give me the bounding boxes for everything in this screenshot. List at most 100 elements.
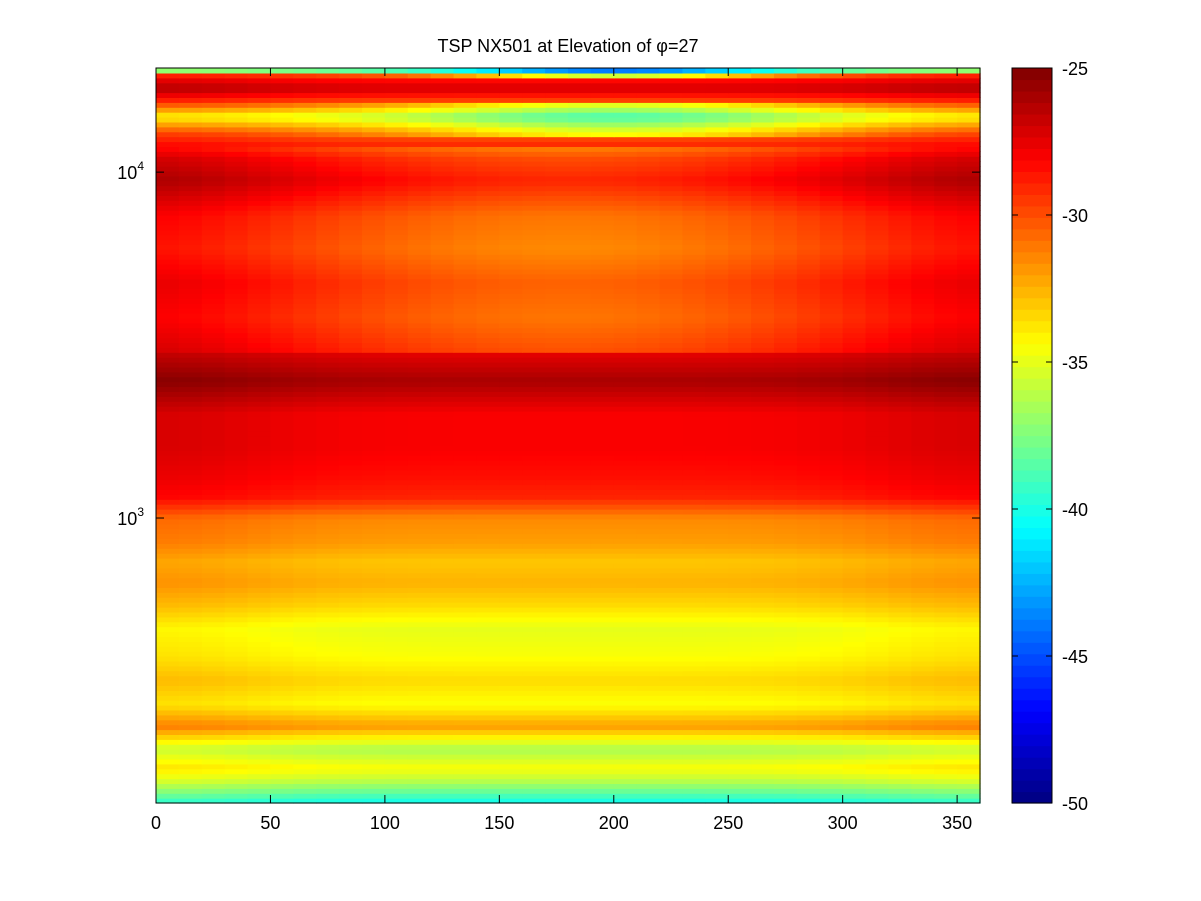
heatmap-cell [178,259,203,265]
heatmap-cell [522,273,546,280]
heatmap-cell [613,411,638,417]
heatmap-cell [568,342,592,348]
heatmap-cell [453,455,478,461]
heatmap-cell [384,283,409,290]
heatmap-cell [888,675,912,682]
heatmap-cell [934,533,958,539]
heatmap-cell [796,798,821,804]
heatmap-cell [957,499,981,505]
heatmap-cell [819,401,844,407]
heatmap-cell [545,690,569,696]
heatmap-cell [636,161,661,167]
heatmap-cell [865,322,890,329]
heatmap-cell [659,283,684,290]
heatmap-cell [522,602,546,608]
heatmap-cell [568,205,592,211]
heatmap-cell [407,200,432,206]
heatmap-cell [636,239,661,245]
heatmap-cell [613,175,638,182]
heatmap-cell [247,317,272,324]
heatmap-cell [178,744,203,750]
heatmap-cell [911,170,935,177]
heatmap-cell [362,709,386,716]
heatmap-cell [362,317,386,324]
heatmap-cell [888,729,912,735]
heatmap-cell [201,758,226,765]
heatmap-cell [911,371,935,378]
heatmap-cell [201,548,226,554]
heatmap-cell [636,582,661,588]
heatmap-cell [636,518,661,525]
heatmap-cell [476,592,500,598]
heatmap-cell [819,729,844,735]
heatmap-cell [888,352,912,358]
heatmap-cell [522,528,546,535]
heatmap-cell [659,381,684,388]
heatmap-cell [796,734,821,740]
heatmap-cell [545,170,569,177]
heatmap-cell [659,700,684,706]
heatmap-cell [774,533,798,539]
heatmap-cell [865,210,890,216]
heatmap-cell [339,298,363,304]
heatmap-cell [613,744,638,750]
heatmap-cell [453,268,478,275]
heatmap-cell [865,479,890,486]
heatmap-cell [247,445,272,451]
heatmap-cell [339,695,363,701]
heatmap-cell [934,744,958,750]
heatmap-cell [796,783,821,789]
heatmap-cell [636,744,661,750]
heatmap-cell [339,631,363,637]
heatmap-cell [751,205,775,211]
heatmap-cell [842,700,867,706]
heatmap-cell [590,489,615,495]
heatmap-cell [888,239,912,245]
heatmap-cell [728,582,752,588]
heatmap-cell [156,166,180,172]
heatmap-cell [796,670,821,677]
heatmap-cell [545,161,569,167]
heatmap-cell [201,670,226,677]
heatmap-cell [705,185,729,192]
heatmap-cell [796,749,821,755]
heatmap-cell [865,430,890,437]
heatmap-cell [705,332,729,339]
heatmap-cell [201,342,226,348]
heatmap-cell [247,406,272,412]
heatmap-cell [293,347,317,353]
heatmap-cell [911,303,935,309]
heatmap-cell [270,763,294,770]
heatmap-cell [499,391,523,397]
heatmap-cell [384,185,409,192]
heatmap-cell [842,562,867,569]
heatmap-cell [247,768,272,775]
heatmap-cell [568,719,592,726]
heatmap-cell [430,200,455,206]
heatmap-cell [476,469,500,476]
heatmap-cell [362,714,386,721]
heatmap-cell [934,788,958,794]
heatmap-cell [705,342,729,348]
heatmap-cell [636,391,661,397]
heatmap-cell [178,518,203,525]
heatmap-cell [613,450,638,456]
heatmap-cell [156,773,180,780]
heatmap-cell [270,719,294,726]
heatmap-cell [728,714,752,721]
heatmap-cell [865,264,890,270]
heatmap-cell [728,523,752,530]
heatmap-cell [362,788,386,794]
heatmap-cell [682,616,706,623]
heatmap-cell [659,200,684,206]
heatmap-cell [888,293,912,299]
heatmap-cell [407,170,432,177]
heatmap-cell [568,352,592,358]
heatmap-cell [774,460,798,466]
heatmap-cell [659,597,684,603]
heatmap-cell [201,729,226,735]
heatmap-cell [728,695,752,701]
heatmap-cell [659,170,684,177]
heatmap-cell [819,352,844,358]
heatmap-cell [842,543,867,549]
